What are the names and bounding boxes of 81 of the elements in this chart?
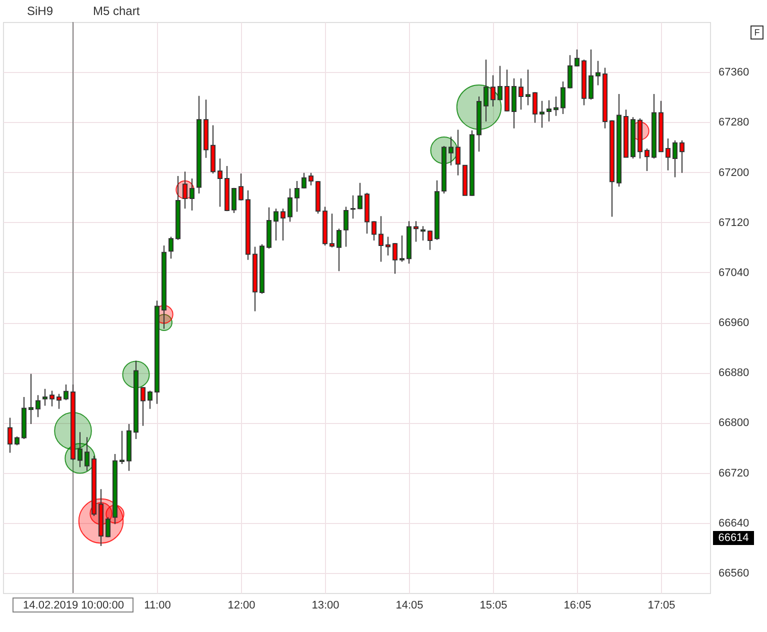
candlestick: [596, 60, 600, 86]
candlestick: [392, 242, 398, 274]
text: 66614: [718, 532, 749, 544]
candlestick: [294, 180, 300, 212]
y-tick-label: 67280: [718, 116, 750, 129]
chart-subtitle: M5 chart: [93, 4, 140, 18]
y-tick-label: 66720: [718, 467, 750, 480]
candlestick: [400, 235, 404, 262]
candlestick: [644, 148, 650, 172]
candlestick: [546, 100, 552, 122]
candlestick: [518, 78, 524, 110]
candlestick: [84, 436, 90, 472]
candlestick: [448, 136, 454, 166]
y-tick-label: 67360: [718, 66, 750, 79]
x-tick-label: 14.02.2019 10:00:00: [23, 600, 124, 612]
candlestick: [288, 188, 292, 222]
y-tick-label: 67040: [718, 266, 750, 279]
candlestick: [456, 129, 460, 176]
candlestick: [78, 432, 82, 468]
x-tick-label: 11:00: [144, 600, 171, 612]
candlestick: [302, 172, 306, 190]
candlestick: [588, 49, 594, 100]
candlestick: [680, 140, 684, 174]
candlestick: [532, 92, 538, 124]
candlestick: [148, 390, 152, 410]
candlestick: [386, 236, 390, 256]
text: F: [754, 28, 760, 38]
candlestick: [168, 236, 174, 260]
chart-title: SiH9: [27, 4, 54, 18]
candlestick: [560, 80, 566, 115]
y-tick-label: 66560: [718, 567, 750, 580]
candlestick: [666, 138, 670, 171]
y-tick-label: 66880: [718, 367, 750, 380]
y-tick-label: 66800: [718, 417, 750, 430]
candlestick: [190, 178, 194, 211]
candlestick: [182, 171, 188, 210]
candlestick: [428, 230, 432, 250]
candlestick: [344, 206, 348, 248]
x-tick-label: 15:05: [480, 600, 508, 612]
candlestick: [28, 373, 34, 424]
candlestick: [50, 390, 54, 407]
candlestick: [106, 516, 110, 538]
candlestick: [120, 430, 124, 465]
candlestick: [280, 208, 286, 242]
x-tick-label: 16:05: [564, 600, 592, 612]
candlestick: [64, 384, 68, 401]
candlestick: [350, 194, 356, 220]
x-tick-label: 17:05: [648, 600, 676, 612]
candlestick: [56, 393, 62, 410]
candlestick: [238, 173, 244, 201]
candlestick: [274, 208, 278, 242]
candlestick: [378, 216, 384, 262]
candlestick: [36, 394, 40, 418]
candlestick: [140, 386, 146, 426]
candlestick: [568, 54, 572, 89]
candlestick: [330, 213, 334, 248]
candlestick: [218, 158, 222, 208]
candlestick: [484, 59, 488, 122]
candlestick: [372, 220, 376, 242]
y-tick-label: 66960: [718, 317, 750, 330]
candlestick: [414, 220, 418, 242]
candlestick: [574, 49, 580, 67]
candlestick: [232, 187, 236, 214]
candlestick: [672, 140, 678, 178]
candlestick: [420, 226, 426, 242]
candlestick: [540, 100, 544, 128]
candlestick: [336, 228, 342, 272]
candlestick: [490, 74, 496, 108]
candlestick: [554, 96, 558, 116]
candlestick: [358, 182, 362, 210]
candlestick: [8, 417, 12, 454]
candlestick: [498, 65, 502, 101]
candlestick: [42, 388, 48, 406]
candlestick: [526, 69, 530, 106]
x-tick-label: 14:05: [396, 600, 424, 612]
y-tick-label: 67120: [718, 216, 750, 229]
y-tick-label: 67200: [718, 166, 750, 179]
x-tick-label: 12:00: [228, 600, 256, 612]
x-tick-label: 13:00: [312, 600, 340, 612]
candlestick: [308, 172, 314, 186]
y-tick-label: 66640: [718, 517, 750, 530]
